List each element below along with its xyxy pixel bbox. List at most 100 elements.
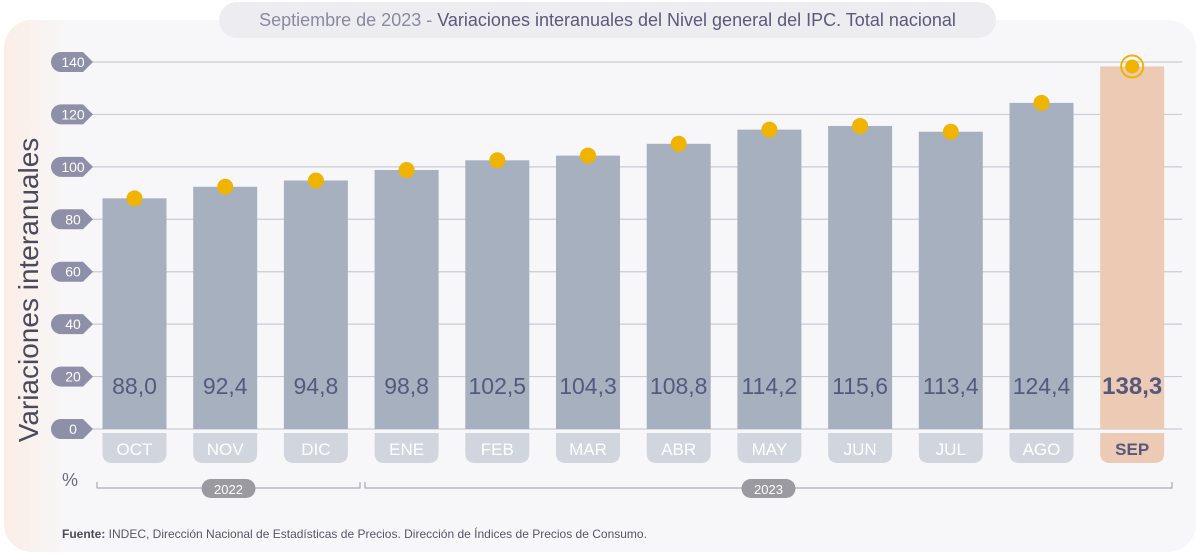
y-tick-badge xyxy=(51,314,93,335)
bar-JUL xyxy=(918,131,983,430)
y-tick-badge xyxy=(51,156,93,177)
value-label-ABR: 108,8 xyxy=(650,373,708,399)
x-pill-AGO xyxy=(1009,433,1074,463)
x-pill-ABR xyxy=(646,433,711,463)
source-text: INDEC, Dirección Nacional de Estadística… xyxy=(105,527,647,541)
dot-MAR xyxy=(580,147,596,164)
dot-MAY xyxy=(761,121,778,138)
x-tick-label-MAR: MAR xyxy=(569,440,607,459)
bar-NOV xyxy=(193,186,258,429)
year-badge xyxy=(741,479,796,498)
x-tick-label-AGO: AGO xyxy=(1023,440,1061,459)
x-pill-OCT xyxy=(102,433,167,463)
bar-MAR xyxy=(556,155,620,429)
value-label-JUL: 113,4 xyxy=(923,373,979,399)
unit-label: % xyxy=(62,470,79,490)
chart-title: Septiembre de 2023 - Variaciones interan… xyxy=(219,2,996,38)
x-tick-label-OCT: OCT xyxy=(117,440,153,459)
dot-NOV xyxy=(217,178,234,195)
y-tick-20: 20 xyxy=(51,366,93,387)
y-tick-label: 40 xyxy=(65,316,81,332)
y-tick-0: 0 xyxy=(51,419,93,439)
y-tick-label: 120 xyxy=(61,106,85,122)
x-tick-label-ENE: ENE xyxy=(389,440,424,459)
x-tick-label-FEB: FEB xyxy=(481,440,514,459)
year-label: 2022 xyxy=(214,482,243,497)
dot-JUL xyxy=(942,123,959,140)
bar-FEB xyxy=(465,160,530,429)
bar-OCT xyxy=(102,198,167,429)
y-tick-140: 140 xyxy=(51,52,93,72)
y-tick-badge xyxy=(51,52,93,72)
y-tick-badge xyxy=(51,104,93,125)
y-tick-80: 80 xyxy=(51,209,93,230)
y-tick-badge xyxy=(51,366,93,387)
year-group-2023: 2023 xyxy=(364,479,1173,498)
y-tick-label: 100 xyxy=(61,159,85,175)
year-group-2022: 2022 xyxy=(96,479,361,498)
title-main: Variaciones interanuales del Nivel gener… xyxy=(437,9,956,30)
x-tick-label-SEP: SEP xyxy=(1115,440,1149,459)
year-groups: 2022 2023 xyxy=(96,479,1173,498)
dot-ring-SEP xyxy=(1120,54,1145,79)
x-tick-label-MAY: MAY xyxy=(752,440,788,459)
y-tick-label: 60 xyxy=(65,264,81,280)
x-tick-label-NOV: NOV xyxy=(207,440,245,459)
bar-SEP xyxy=(1100,66,1165,430)
x-pill-SEP xyxy=(1100,433,1165,463)
x-pill-JUL xyxy=(918,433,983,463)
y-ticks: 0 20 40 60 80 100 120 140 xyxy=(51,52,93,439)
bar-DIC xyxy=(283,180,348,429)
value-label-MAR: 104,3 xyxy=(559,373,617,399)
bar-ENE xyxy=(374,170,439,429)
value-label-AGO: 124,4 xyxy=(1013,373,1071,399)
value-label-OCT: 88,0 xyxy=(112,373,157,399)
value-label-MAY: 114,2 xyxy=(741,373,797,399)
x-pill-ENE xyxy=(374,433,439,463)
x-tick-pills: OCT NOV DIC ENE FEB MAR ABR MAY JUN JUL AGO SEP xyxy=(102,433,1165,463)
value-label-SEP: 138,3 xyxy=(1102,373,1162,400)
value-label-NOV: 92,4 xyxy=(203,373,248,399)
dot-FEB xyxy=(489,152,506,169)
x-pill-DIC xyxy=(283,433,348,463)
y-tick-badge xyxy=(51,209,93,230)
y-tick-label: 140 xyxy=(61,54,85,70)
y-tick-badge xyxy=(51,261,93,282)
x-pill-MAY xyxy=(737,433,802,463)
x-pill-JUN xyxy=(828,433,893,463)
x-pill-NOV xyxy=(193,433,258,463)
year-label: 2023 xyxy=(754,482,783,497)
bar-MAY xyxy=(737,129,802,429)
x-tick-label-JUL: JUL xyxy=(936,440,966,459)
source-label: Fuente: xyxy=(62,527,106,541)
bar-JUN xyxy=(828,125,893,429)
x-tick-label-DIC: DIC xyxy=(301,440,330,459)
dot-SEP xyxy=(1125,59,1140,74)
y-tick-120: 120 xyxy=(51,104,93,125)
x-tick-label-JUN: JUN xyxy=(844,440,877,459)
x-pill-FEB xyxy=(465,433,530,463)
y-tick-100: 100 xyxy=(51,156,93,177)
bars: 88,0 92,4 94,8 98,8 102,5 104,3 108,8 114,2 115,… xyxy=(102,54,1165,430)
dot-JUN xyxy=(852,117,869,134)
y-tick-60: 60 xyxy=(51,261,93,282)
value-label-FEB: 102,5 xyxy=(469,373,527,399)
value-label-JUN: 115,6 xyxy=(832,373,888,399)
y-tick-40: 40 xyxy=(51,314,93,335)
x-pill-MAR xyxy=(556,433,620,463)
y-tick-badge xyxy=(51,419,93,439)
y-tick-label: 80 xyxy=(65,211,81,227)
x-tick-label-ABR: ABR xyxy=(661,440,696,459)
grid-lines xyxy=(88,61,1182,430)
bar-ABR xyxy=(646,143,711,429)
dot-ABR xyxy=(670,135,687,152)
dot-DIC xyxy=(307,172,324,189)
dot-AGO xyxy=(1033,94,1050,111)
dot-ENE xyxy=(398,162,415,179)
value-label-DIC: 94,8 xyxy=(294,373,339,399)
dot-OCT xyxy=(126,190,143,207)
year-badge xyxy=(201,479,256,498)
value-label-ENE: 98,8 xyxy=(384,373,429,399)
source-note: Fuente: INDEC, Dirección Nacional de Est… xyxy=(62,527,647,541)
